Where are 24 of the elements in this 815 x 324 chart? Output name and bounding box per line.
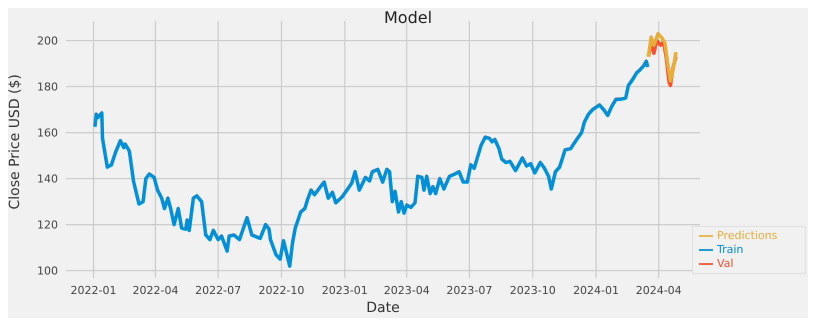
- x-tick-label: 2022-07: [195, 284, 242, 297]
- line-series: [646, 32, 678, 83]
- chart-title: Model: [382, 8, 434, 28]
- y-tick-label: 160: [37, 126, 58, 140]
- x-tick-label: 2024-04: [636, 284, 682, 297]
- y-tick-label: 140: [37, 172, 58, 186]
- line-series: [93, 60, 650, 268]
- y-axis-title: Close Price USD ($): [6, 74, 23, 210]
- y-tick-label: 200: [37, 34, 58, 48]
- x-tick-label: 2023-10: [510, 284, 556, 297]
- legend-label: Predictions: [717, 228, 778, 242]
- x-tick-label: 2023-07: [446, 284, 492, 297]
- legend-label: Val: [717, 257, 734, 270]
- x-tick-label: 2022-10: [258, 284, 304, 297]
- x-tick-label: 2024-01: [573, 284, 620, 297]
- x-tick-label: 2022-04: [132, 284, 178, 297]
- y-tick-label: 100: [37, 264, 58, 278]
- x-tick-label: 2023-04: [384, 284, 430, 297]
- x-axis-title: Date: [366, 300, 400, 316]
- y-tick-label: 120: [37, 218, 58, 232]
- x-tick-label: 2022-01: [70, 284, 117, 297]
- y-tick-label: 180: [37, 80, 58, 94]
- x-tick-label: 2023-01: [322, 284, 368, 297]
- legend-label: Train: [717, 242, 744, 256]
